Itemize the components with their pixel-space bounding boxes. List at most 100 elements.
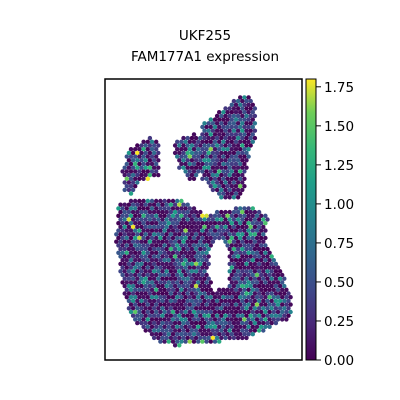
- expression-spot: [210, 232, 216, 237]
- expression-spot: [181, 165, 186, 170]
- expression-spot: [198, 232, 203, 237]
- expression-spot: [158, 243, 163, 248]
- expression-spot: [130, 209, 136, 215]
- expression-spot: [126, 254, 132, 259]
- expression-spot: [286, 298, 291, 304]
- expression-spot: [240, 180, 245, 185]
- expression-spot: [162, 317, 167, 322]
- expression-spot: [133, 169, 138, 174]
- expression-spot: [202, 158, 207, 163]
- expression-spot: [135, 232, 140, 237]
- expression-spot: [141, 295, 146, 300]
- expression-spot: [208, 139, 213, 144]
- expression-spot: [235, 306, 241, 311]
- expression-spot: [128, 243, 134, 248]
- expression-spot: [124, 213, 129, 218]
- expression-spot: [130, 276, 136, 281]
- expression-spot: [202, 224, 207, 230]
- expression-spot: [185, 276, 190, 281]
- expression-spot: [263, 213, 268, 218]
- expression-spot: [217, 184, 222, 189]
- expression-spot: [147, 291, 153, 296]
- expression-spot: [242, 161, 247, 167]
- expression-spot: [204, 132, 209, 137]
- expression-spot: [126, 246, 132, 252]
- expression-spot: [156, 202, 161, 207]
- expression-spot: [261, 217, 266, 222]
- expression-spot: [223, 335, 228, 341]
- expression-spot: [221, 132, 226, 137]
- expression-spot: [193, 217, 199, 222]
- expression-spot: [179, 272, 184, 278]
- expression-spot: [280, 295, 285, 300]
- expression-spot: [177, 283, 182, 289]
- expression-spot: [248, 98, 253, 104]
- expression-spot: [210, 306, 216, 311]
- expression-spot: [175, 309, 180, 315]
- expression-spot: [217, 228, 222, 233]
- expression-spot: [141, 235, 146, 241]
- expression-spot: [233, 206, 239, 211]
- expression-spot: [271, 265, 276, 270]
- expression-spot: [246, 206, 251, 211]
- expression-spot: [214, 335, 220, 341]
- expression-spot: [118, 224, 123, 230]
- expression-spot: [225, 295, 230, 300]
- expression-spot: [145, 258, 150, 263]
- expression-spot: [183, 250, 188, 255]
- expression-spot: [196, 265, 201, 270]
- expression-spot: [254, 258, 260, 263]
- expression-spot: [246, 287, 251, 292]
- expression-spot: [223, 135, 228, 141]
- expression-spot: [200, 132, 205, 137]
- expression-spot: [238, 295, 243, 300]
- expression-spot: [164, 269, 169, 274]
- expression-spot: [259, 272, 264, 278]
- expression-spot: [252, 113, 258, 119]
- expression-spot: [185, 269, 190, 274]
- expression-spot: [221, 139, 226, 144]
- expression-spot: [124, 221, 129, 226]
- expression-spot: [248, 320, 253, 326]
- expression-spot: [246, 139, 251, 144]
- expression-spot: [183, 169, 188, 174]
- expression-spot: [256, 254, 262, 259]
- expression-spot: [139, 313, 144, 318]
- expression-spot: [181, 283, 186, 289]
- expression-spot: [261, 246, 266, 252]
- expression-spot: [156, 172, 161, 178]
- expression-spot: [238, 228, 243, 233]
- expression-spot: [193, 209, 199, 215]
- expression-spot: [139, 143, 144, 148]
- expression-spot: [233, 124, 239, 130]
- expression-spot: [133, 184, 138, 189]
- expression-spot: [149, 280, 155, 285]
- expression-spot: [214, 217, 220, 222]
- expression-spot: [170, 213, 176, 218]
- expression-spot: [217, 132, 222, 137]
- expression-spot: [191, 139, 197, 144]
- expression-spot: [151, 158, 157, 163]
- expression-spot: [231, 135, 237, 141]
- expression-spot: [235, 113, 241, 119]
- expression-spot: [143, 261, 148, 267]
- expression-spot: [202, 172, 207, 178]
- expression-spot: [160, 217, 165, 222]
- expression-spot: [149, 139, 155, 144]
- expression-spot: [172, 269, 178, 274]
- expression-spot: [223, 158, 228, 163]
- expression-spot: [233, 309, 239, 315]
- expression-spot: [187, 228, 192, 233]
- expression-spot: [162, 243, 167, 248]
- expression-spot: [185, 217, 190, 222]
- expression-spot: [154, 332, 159, 337]
- expression-spot: [204, 302, 209, 307]
- expression-spot: [282, 306, 287, 311]
- expression-spot: [233, 287, 239, 292]
- expression-spot: [288, 302, 293, 307]
- expression-spot: [118, 232, 123, 237]
- expression-spot: [168, 306, 174, 311]
- expression-spot: [135, 261, 140, 267]
- expression-spot: [259, 295, 264, 300]
- expression-spot: [193, 246, 199, 252]
